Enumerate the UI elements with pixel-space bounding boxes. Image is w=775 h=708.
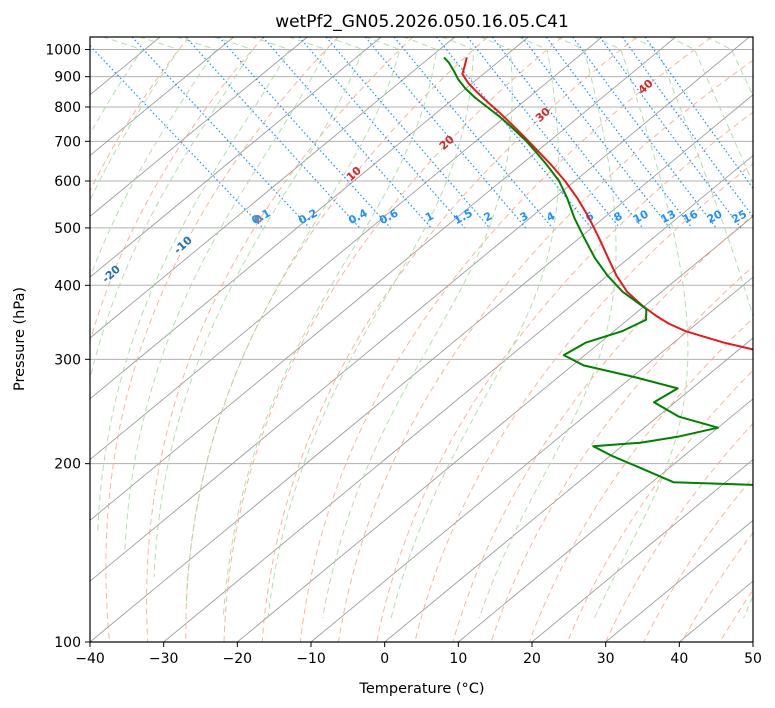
dry-adiabat-line xyxy=(146,37,414,642)
x-axis-title: Temperature (°C) xyxy=(358,681,484,697)
x-tick-label: 10 xyxy=(449,651,467,667)
y-tick-label: 400 xyxy=(54,278,81,294)
y-axis-title: Pressure (hPa) xyxy=(12,287,28,391)
y-tick-label: 700 xyxy=(54,134,81,150)
isotherm-line xyxy=(237,215,753,642)
isotherm-line xyxy=(531,459,753,642)
y-tick-label: 900 xyxy=(54,70,81,86)
moist-adiabat-line xyxy=(185,37,401,605)
y-tick-label: 300 xyxy=(54,352,81,368)
y-tick-label: 800 xyxy=(54,100,81,116)
x-tick-label: 30 xyxy=(597,651,615,667)
moist-adiabat-line xyxy=(222,37,438,619)
x-tick-label: 40 xyxy=(670,651,688,667)
isotherm-line xyxy=(90,37,529,400)
mixing-ratio-label: 13 xyxy=(658,207,678,226)
moist-adiabat-line xyxy=(97,37,291,531)
x-tick-label: −20 xyxy=(223,651,253,667)
mixing-ratio-label: 16 xyxy=(681,207,701,226)
dry-adiabat-line xyxy=(605,422,753,642)
temperature-line xyxy=(461,57,753,351)
dry-adiabat-line xyxy=(643,476,753,642)
mixing-ratio-line xyxy=(521,37,671,229)
x-tick-label: 0 xyxy=(380,651,389,667)
isotherm-line xyxy=(90,37,750,582)
dry-adiabat-line xyxy=(376,111,753,642)
x-tick-label: −10 xyxy=(296,651,326,667)
x-tick-label: 50 xyxy=(744,651,762,667)
mixing-ratio-line xyxy=(621,37,753,218)
plot-frame xyxy=(89,36,754,643)
mixing-ratio-line xyxy=(435,37,592,229)
dry-adiabat-line xyxy=(90,37,190,192)
isotherm-line xyxy=(90,94,753,642)
moist-adiabat-line xyxy=(478,37,617,619)
y-tick-label: 600 xyxy=(54,174,81,190)
dry-adiabat-line xyxy=(338,59,753,642)
isotherm-line xyxy=(90,37,234,157)
moist-adiabat-line xyxy=(267,37,474,619)
mixing-ratio-line xyxy=(599,37,742,229)
mixing-ratio-line xyxy=(185,37,361,229)
dewpoint-line xyxy=(443,56,753,486)
dry-adiabat-line xyxy=(223,37,563,642)
isotherm-line xyxy=(90,37,382,278)
isotherm-line xyxy=(605,519,753,642)
isotherm-line xyxy=(163,154,753,642)
dry-adiabat-line xyxy=(452,214,753,642)
y-tick-label: 1000 xyxy=(45,43,81,59)
isotherm-line xyxy=(458,398,753,642)
dry-adiabat-line xyxy=(681,531,753,642)
mixing-ratio-line xyxy=(364,37,527,229)
dry-adiabat-line xyxy=(414,163,753,642)
isotherm-line xyxy=(384,337,753,642)
mixing-ratio-line xyxy=(325,37,491,229)
chart-title: wetPf2_GN05.2026.050.16.05.C41 xyxy=(275,12,569,32)
moist-adiabat-line xyxy=(390,37,560,619)
moist-adiabat-line xyxy=(124,37,327,553)
mixing-ratio-line xyxy=(467,37,621,229)
y-tick-label: 200 xyxy=(54,457,81,473)
mixing-ratio-label: 30 xyxy=(750,207,770,226)
y-tick-label: 100 xyxy=(54,635,81,651)
isotherm-line xyxy=(90,37,603,461)
x-tick-label: −30 xyxy=(149,651,179,667)
isotherm-line xyxy=(90,37,455,339)
moist-adiabat-line xyxy=(322,37,513,619)
isotherm-line xyxy=(90,37,676,521)
moist-adiabat-line xyxy=(90,37,180,202)
moist-adiabat-line xyxy=(668,37,753,185)
dry-adiabat-line xyxy=(299,37,712,642)
x-tick-label: 20 xyxy=(523,651,541,667)
mixing-ratio-label: 10 xyxy=(631,207,651,226)
mixing-ratio-line xyxy=(393,37,553,229)
mixing-ratio-line xyxy=(644,37,753,190)
y-tick-label: 500 xyxy=(54,221,81,237)
dry-adiabat-line xyxy=(261,37,638,642)
isotherm-line xyxy=(90,37,308,217)
dry-adiabat-line xyxy=(528,317,753,642)
mixing-ratio-line xyxy=(131,37,311,229)
moist-adiabat-line xyxy=(153,37,364,577)
isotherm-line xyxy=(310,276,753,642)
mixing-ratio-label: 20 xyxy=(705,207,725,226)
mixing-ratio-label: 25 xyxy=(729,207,749,226)
mixing-ratio-line xyxy=(491,37,643,229)
dry-adiabat-line xyxy=(105,37,339,642)
x-tick-label: −40 xyxy=(75,651,105,667)
